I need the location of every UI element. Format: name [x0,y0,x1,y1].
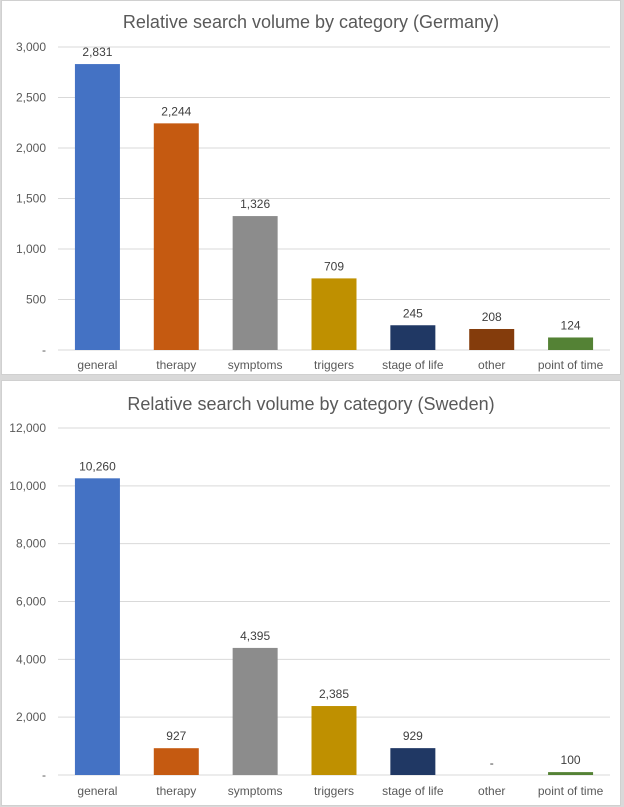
x-tick-label: therapy [156,784,196,798]
chart-germany: Relative search volume by category (Germ… [1,0,621,375]
x-tick-label: symptoms [228,358,283,372]
chart-sweden-plot: - 2,000 4,000 6,000 8,000 10,000 12,000 10,260 g… [9,421,610,798]
data-label: 927 [166,729,186,743]
bar-symptoms [232,647,278,775]
chart-germany-plot: - 500 1,000 1,500 2,000 2,500 3,000 2,831 genera… [16,40,610,372]
data-label: - [490,756,494,770]
y-tick-label: - [42,343,46,357]
data-label: 124 [561,318,581,332]
x-tick-label: stage of life [382,358,444,372]
x-tick-label: other [478,358,505,372]
x-tick-label: general [77,358,117,372]
y-tick-label: 10,000 [9,479,46,493]
x-tick-label: other [478,784,505,798]
bar-stage-of-life [390,748,436,775]
x-tick-label: symptoms [228,784,283,798]
data-label: 100 [561,753,581,767]
x-tick-label: point of time [538,784,604,798]
data-label: 10,260 [79,459,116,473]
x-tick-label: stage of life [382,784,444,798]
y-tick-label: 4,000 [16,652,46,666]
bar-point-of-time [548,337,594,350]
y-tick-label: 1,500 [16,192,46,206]
chart-title: Relative search volume by category (Swed… [127,394,495,414]
y-tick-label: 500 [26,293,46,307]
bar-other [469,328,515,350]
x-tick-label: triggers [314,784,354,798]
chart-title: Relative search volume by category (Germ… [122,12,500,32]
data-label: 709 [324,259,344,273]
x-tick-label: general [77,784,117,798]
bar-triggers [311,278,357,350]
bar-point-of-time [548,772,594,775]
chart-sweden: Relative search volume by category (Swed… [1,380,621,806]
bar-general [74,478,120,775]
y-tick-label: - [42,768,46,782]
bar-symptoms [232,216,278,350]
y-tick-label: 3,000 [16,40,46,54]
x-tick-label: therapy [156,358,196,372]
bar-stage-of-life [390,325,436,350]
x-tick-label: point of time [538,358,604,372]
y-tick-label: 12,000 [9,421,46,435]
data-label: 4,395 [240,629,270,643]
data-label: 2,831 [82,45,112,59]
x-tick-label: triggers [314,358,354,372]
y-tick-label: 2,500 [16,91,46,105]
data-label: 1,326 [240,197,270,211]
y-tick-label: 1,000 [16,242,46,256]
y-tick-label: 2,000 [16,710,46,724]
y-tick-label: 6,000 [16,595,46,609]
bar-triggers [311,706,357,775]
data-label: 2,244 [161,104,191,118]
data-label: 208 [482,310,502,324]
data-label: 245 [403,306,423,320]
bar-therapy [153,123,199,350]
bar-therapy [153,748,199,775]
data-label: 2,385 [319,687,349,701]
bar-general [74,64,120,350]
y-tick-label: 8,000 [16,537,46,551]
y-tick-label: 2,000 [16,141,46,155]
data-label: 929 [403,729,423,743]
